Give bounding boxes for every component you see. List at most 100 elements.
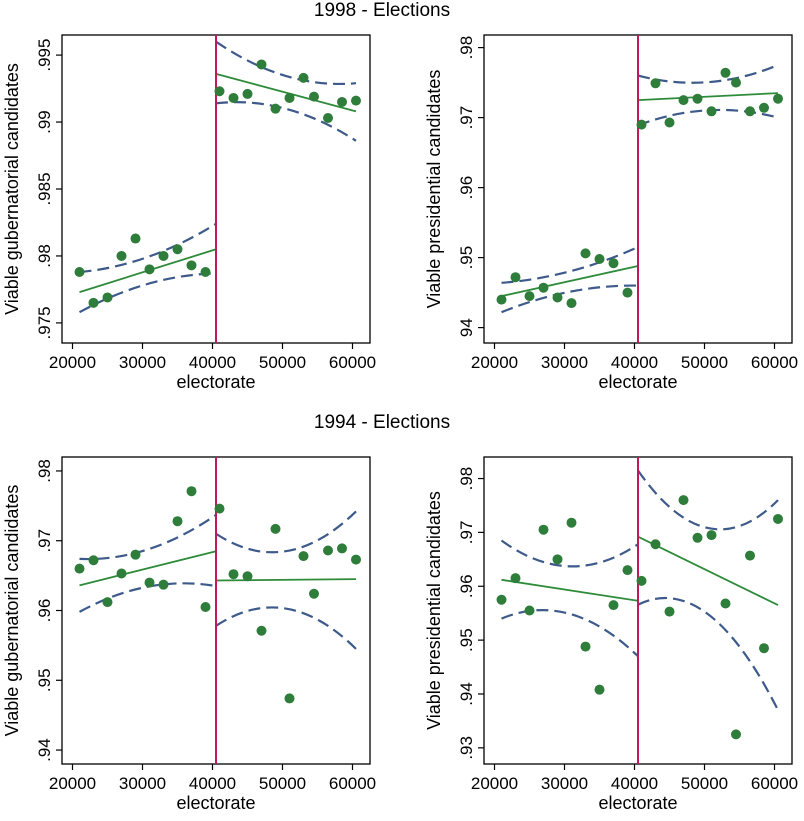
data-point xyxy=(566,517,577,528)
fit-line xyxy=(215,578,357,582)
ci-upper-band xyxy=(215,510,357,554)
data-point xyxy=(678,95,689,106)
ci-lower-band xyxy=(215,101,357,142)
data-point xyxy=(731,77,741,88)
data-point xyxy=(496,594,507,605)
data-point xyxy=(172,244,183,255)
data-point xyxy=(745,550,755,561)
y-axis-label: Viable presidential candidates xyxy=(424,70,444,309)
y-axis-label: Viable gubernatorial candidates xyxy=(2,485,22,737)
y-tick-label: .95 xyxy=(457,628,476,652)
y-tick-label: .95 xyxy=(35,668,54,692)
x-tick-label: 20000 xyxy=(49,774,96,793)
panel-1994-presidential: 20000 30000 40000 50000 60000 .93 .94 .95 .96 .97… xyxy=(424,456,798,813)
data-point xyxy=(74,563,85,574)
data-point xyxy=(74,267,85,278)
data-point xyxy=(692,93,703,104)
ci-lower-band xyxy=(78,582,217,613)
data-point xyxy=(692,532,703,543)
data-point xyxy=(200,602,211,613)
data-point xyxy=(88,555,99,566)
y-tick-label: .995 xyxy=(35,39,54,72)
data-point xyxy=(186,260,197,271)
data-point xyxy=(88,297,99,308)
data-point xyxy=(172,516,183,527)
ci-upper-band xyxy=(215,40,357,85)
data-point xyxy=(323,545,333,556)
y-tick-label: 94 xyxy=(457,318,476,337)
data-point xyxy=(622,565,633,576)
data-point xyxy=(720,598,731,609)
y-tick-label: .94 xyxy=(457,682,476,706)
data-point xyxy=(158,250,169,261)
x-axis-label: electorate xyxy=(598,372,677,392)
title-1998: 1998 - Elections xyxy=(314,0,450,21)
data-point xyxy=(228,92,239,103)
data-point xyxy=(337,543,347,554)
y-tick-label: .97 xyxy=(457,106,476,130)
data-point xyxy=(116,250,127,261)
x-tick-label: 30000 xyxy=(541,353,588,372)
data-point xyxy=(242,88,253,99)
y-tick-label: .95 xyxy=(457,246,476,270)
data-point xyxy=(664,117,675,128)
x-axis-label: electorate xyxy=(176,793,255,813)
data-point xyxy=(116,568,127,579)
data-point xyxy=(664,606,675,617)
x-axis-label: electorate xyxy=(176,372,255,392)
y-tick-label: .98 xyxy=(35,459,54,483)
data-point xyxy=(650,539,661,550)
data-point xyxy=(510,272,521,283)
data-point xyxy=(773,93,783,104)
data-point xyxy=(130,549,141,560)
data-point xyxy=(706,106,717,117)
data-point xyxy=(773,513,783,524)
data-point xyxy=(745,106,755,117)
title-1994: 1994 - Elections xyxy=(314,412,450,433)
data-point xyxy=(298,72,309,83)
x-tick-label: 50000 xyxy=(259,774,306,793)
data-point xyxy=(608,600,619,611)
data-point xyxy=(351,554,361,565)
ci-upper-band xyxy=(500,539,639,568)
data-point xyxy=(309,91,319,102)
panel-1994-gubernatorial: 20000 30000 40000 50000 60000 .94 .95 .96 .97 .98… xyxy=(2,456,376,813)
x-tick-label: 50000 xyxy=(259,353,306,372)
x-tick-label: 50000 xyxy=(681,353,728,372)
data-point xyxy=(102,292,113,303)
fit-line xyxy=(501,578,639,602)
ci-upper-band xyxy=(637,469,779,531)
data-point xyxy=(720,67,731,78)
data-point xyxy=(538,524,549,535)
data-point xyxy=(636,575,647,586)
fit-line xyxy=(79,550,217,587)
data-point xyxy=(130,233,141,244)
data-point xyxy=(323,113,333,124)
x-tick-label: 30000 xyxy=(541,774,588,793)
data-point xyxy=(144,577,155,588)
x-tick-label: 20000 xyxy=(49,353,96,372)
data-point xyxy=(566,298,577,309)
data-point xyxy=(636,119,647,130)
data-point xyxy=(524,605,535,616)
data-point xyxy=(351,95,361,106)
data-point xyxy=(298,551,309,562)
data-point xyxy=(759,102,769,113)
y-tick-label: .97 xyxy=(457,521,476,545)
panel-1998-presidential: 20000 30000 40000 50000 60000 94 .95 .96 .97 .98 e… xyxy=(424,34,798,392)
x-tick-label: 40000 xyxy=(189,353,236,372)
data-point xyxy=(759,643,769,654)
data-point xyxy=(158,579,169,590)
y-tick-label: .98 xyxy=(457,467,476,491)
y-tick-label: .94 xyxy=(35,738,54,762)
y-tick-label: .97 xyxy=(35,529,54,553)
fit-line xyxy=(215,72,357,113)
data-point xyxy=(524,291,535,302)
y-tick-label: .985 xyxy=(35,172,54,205)
x-tick-label: 40000 xyxy=(611,774,658,793)
data-point xyxy=(594,254,605,264)
y-tick-label: .96 xyxy=(35,599,54,623)
ci-lower-band xyxy=(215,606,357,650)
x-tick-label: 60000 xyxy=(751,774,798,793)
